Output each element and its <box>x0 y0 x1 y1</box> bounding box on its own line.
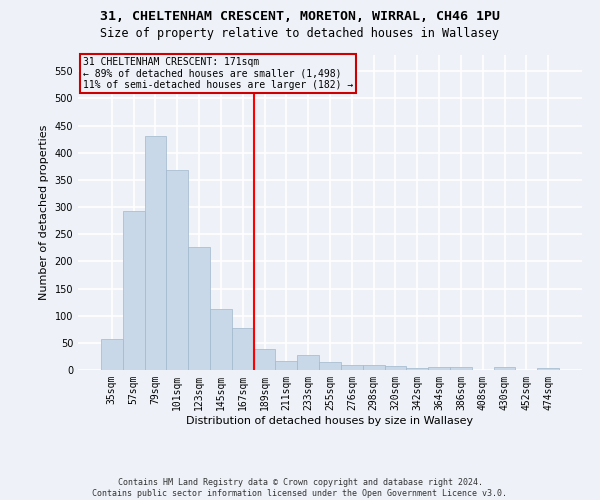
Bar <box>232 328 254 370</box>
Text: Size of property relative to detached houses in Wallasey: Size of property relative to detached ho… <box>101 28 499 40</box>
Bar <box>537 368 559 370</box>
Bar <box>145 136 166 370</box>
Bar <box>101 339 123 370</box>
Bar <box>166 170 188 370</box>
Text: Contains HM Land Registry data © Crown copyright and database right 2024.
Contai: Contains HM Land Registry data © Crown c… <box>92 478 508 498</box>
X-axis label: Distribution of detached houses by size in Wallasey: Distribution of detached houses by size … <box>187 416 473 426</box>
Bar <box>494 368 515 370</box>
Bar <box>385 366 406 370</box>
Bar <box>188 248 210 370</box>
Bar <box>297 356 319 370</box>
Bar <box>254 350 275 370</box>
Bar <box>210 308 232 370</box>
Bar <box>319 362 341 370</box>
Bar <box>428 368 450 370</box>
Bar <box>363 364 385 370</box>
Bar <box>341 364 363 370</box>
Bar <box>450 368 472 370</box>
Bar <box>406 368 428 370</box>
Text: 31, CHELTENHAM CRESCENT, MORETON, WIRRAL, CH46 1PU: 31, CHELTENHAM CRESCENT, MORETON, WIRRAL… <box>100 10 500 23</box>
Text: 31 CHELTENHAM CRESCENT: 171sqm
← 89% of detached houses are smaller (1,498)
11% : 31 CHELTENHAM CRESCENT: 171sqm ← 89% of … <box>83 56 353 90</box>
Bar <box>275 361 297 370</box>
Y-axis label: Number of detached properties: Number of detached properties <box>39 125 49 300</box>
Bar <box>123 211 145 370</box>
